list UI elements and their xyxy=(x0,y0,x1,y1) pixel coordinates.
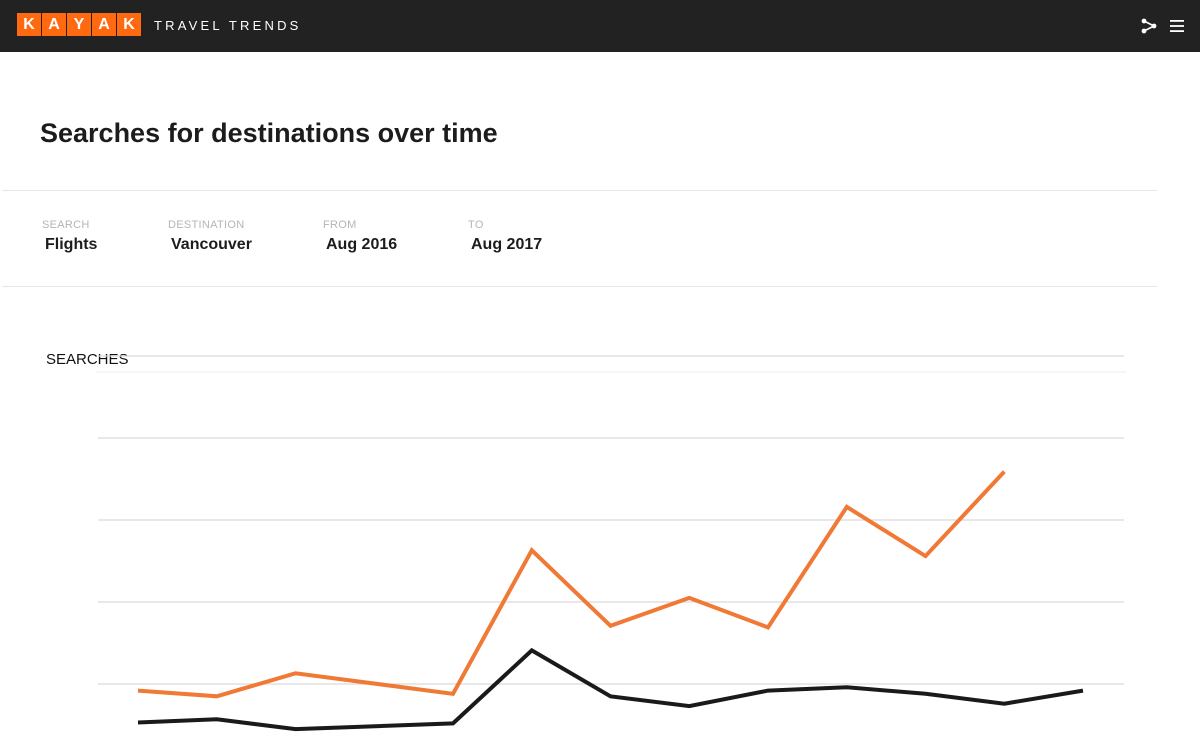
filter-label: FROM xyxy=(323,219,357,231)
top-bar: K A Y A K TRAVEL TRENDS xyxy=(0,0,1200,52)
filter-value: Vancouver xyxy=(171,236,252,253)
filter-bar: SEARCH Flights DESTINATION Vancouver FRO… xyxy=(0,219,1200,269)
logo-letter: A xyxy=(92,13,116,36)
logo-letter: Y xyxy=(67,13,91,36)
divider xyxy=(2,190,1157,191)
series-line-orange[interactable] xyxy=(137,470,1006,699)
filter-value: Flights xyxy=(45,236,98,253)
filter-label: DESTINATION xyxy=(168,219,245,231)
divider xyxy=(2,286,1157,287)
filter-label: TO xyxy=(468,219,484,231)
to-date-filter[interactable]: TO Aug 2017 xyxy=(468,219,542,254)
share-icon[interactable] xyxy=(1140,17,1158,35)
menu-icon[interactable] xyxy=(1168,17,1186,35)
header-actions xyxy=(1140,17,1186,35)
filter-value: Aug 2017 xyxy=(471,236,543,253)
filter-value: Aug 2016 xyxy=(326,236,398,253)
series-line-dark[interactable] xyxy=(137,647,1084,732)
logo-letter: K xyxy=(117,13,141,36)
search-type-filter[interactable]: SEARCH Flights xyxy=(42,219,97,254)
page-title: Searches for destinations over time xyxy=(40,118,498,148)
kayak-logo[interactable]: K A Y A K xyxy=(17,13,141,36)
destination-filter[interactable]: DESTINATION Vancouver xyxy=(168,219,252,254)
logo-letter: A xyxy=(42,13,66,36)
logo-letter: K xyxy=(17,13,41,36)
from-date-filter[interactable]: FROM Aug 2016 xyxy=(323,219,397,254)
chart-y-label: SEARCHES xyxy=(46,351,129,368)
filter-label: SEARCH xyxy=(42,219,90,231)
brand-subtitle: TRAVEL TRENDS xyxy=(154,18,302,33)
